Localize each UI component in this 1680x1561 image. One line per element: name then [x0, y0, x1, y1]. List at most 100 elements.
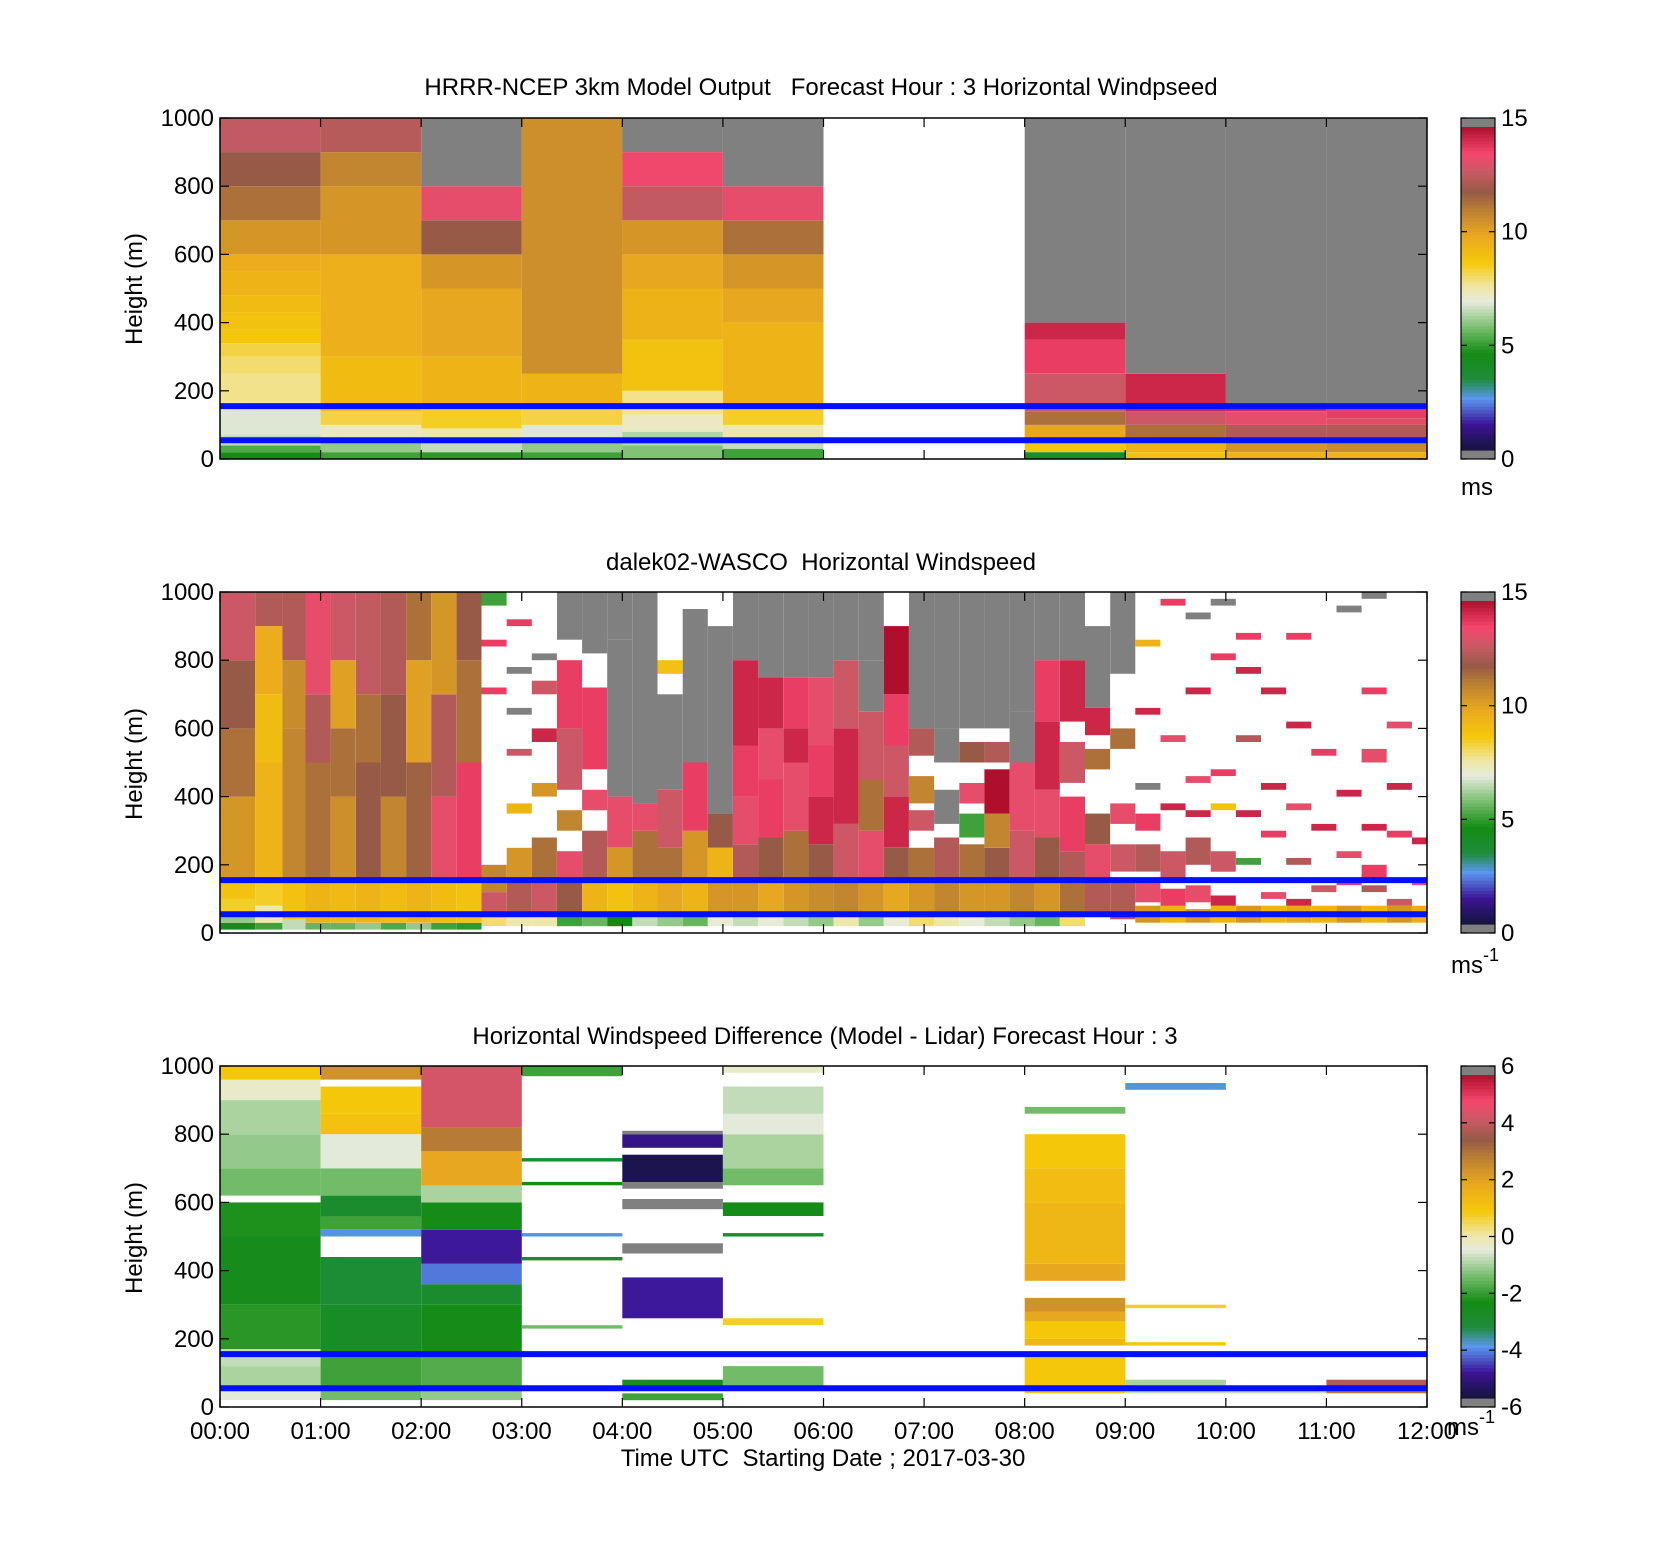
heatmap-cell — [531, 783, 557, 797]
heatmap-cell — [1024, 1106, 1126, 1114]
heatmap-cell — [607, 878, 633, 913]
y-tick-label: 0 — [201, 446, 214, 473]
heatmap-cell — [1311, 823, 1337, 831]
heatmap-cell — [622, 339, 723, 391]
heatmap-cell — [1311, 748, 1337, 756]
colorbar-segment — [1461, 342, 1495, 347]
heatmap-cell — [934, 592, 960, 729]
x-tick-label: 02:00 — [391, 1418, 451, 1445]
heatmap-cell — [1185, 776, 1211, 783]
colorbar-tick-label: 2 — [1501, 1167, 1514, 1194]
heatmap-cell — [320, 1086, 422, 1114]
heatmap-cell — [632, 878, 658, 913]
heatmap-cell — [1411, 837, 1427, 845]
heatmap-cell — [1361, 592, 1387, 599]
heatmap-cell — [521, 1257, 623, 1261]
colorbar-segment — [1461, 275, 1495, 279]
heatmap-cell — [959, 844, 985, 879]
panel-lidar-reference-lines — [220, 877, 1427, 918]
heatmap-cell — [1059, 742, 1085, 783]
colorbar-segment — [1461, 349, 1495, 354]
heatmap-cell — [1135, 813, 1161, 831]
heatmap-cell — [722, 424, 824, 439]
heatmap-cell — [521, 1325, 623, 1329]
colorbar-segment — [1461, 291, 1495, 296]
colorbar-tick-label: 5 — [1501, 806, 1514, 833]
colorbar-segment — [1461, 251, 1495, 256]
x-tick-label: 07:00 — [894, 1418, 954, 1445]
heatmap-cell — [722, 1066, 824, 1073]
colorbar-segment — [1461, 338, 1495, 343]
y-tick-label: 200 — [174, 852, 214, 879]
colorbar-segment — [1461, 701, 1495, 706]
heatmap-cell — [421, 1355, 522, 1387]
colorbar-segment — [1461, 1098, 1495, 1103]
heatmap-cell — [1135, 707, 1161, 715]
colorbar-segment — [1461, 177, 1495, 182]
colorbar-segment — [1461, 873, 1495, 878]
heatmap-cell — [607, 796, 633, 848]
colorbar-segment — [1461, 433, 1495, 438]
colorbar-segment — [1461, 1192, 1495, 1197]
heatmap-cell — [682, 916, 708, 927]
heatmap-cell — [220, 452, 321, 459]
heatmap-cell — [1185, 687, 1211, 695]
y-tick-label: 1000 — [161, 1053, 214, 1080]
colorbar-segment — [1461, 365, 1495, 370]
colorbar-segment — [1461, 893, 1495, 898]
heatmap-cell — [622, 1181, 723, 1189]
colorbar-segment — [1461, 886, 1495, 891]
heatmap-cell — [1210, 769, 1236, 777]
colorbar-segment — [1461, 1196, 1495, 1201]
colorbar-segment — [1461, 446, 1495, 451]
heatmap-cell — [320, 411, 422, 425]
colorbar-segment — [1461, 258, 1495, 263]
heatmap-cell — [934, 789, 960, 824]
heatmap-cell — [934, 878, 960, 913]
panel-model-colorbar: 0 5 10 15 ms — [1460, 105, 1528, 501]
colorbar-segment — [1461, 133, 1495, 138]
heatmap-cell — [1085, 813, 1111, 845]
colorbar-segment — [1461, 409, 1495, 414]
heatmap-cell — [632, 830, 658, 879]
colorbar-unit-exponent: -1 — [1483, 945, 1499, 965]
colorbar-segment — [1461, 1122, 1495, 1127]
panel-model-yticks: 0 200 400 600 800 1000 — [161, 105, 1427, 473]
heatmap-cell — [1261, 830, 1287, 838]
colorbar-segment — [1461, 917, 1495, 922]
heatmap-cell — [456, 922, 482, 930]
heatmap-cell — [1024, 1168, 1126, 1203]
colorbar-segment — [1461, 1334, 1495, 1339]
colorbar-segment — [1461, 335, 1495, 340]
colorbar-segment — [1461, 772, 1495, 777]
panel-lidar-yticks: 0 200 400 600 800 1000 — [161, 579, 1427, 947]
colorbar-segment — [1461, 819, 1495, 824]
heatmap-cell — [622, 445, 723, 459]
colorbar-segment — [1461, 214, 1495, 219]
heatmap-cell — [1009, 592, 1035, 712]
heatmap-cell — [220, 312, 321, 330]
colorbar-segment — [1461, 627, 1495, 632]
heatmap-cell — [1110, 728, 1136, 749]
heatmap-cell — [320, 452, 422, 459]
colorbar-segment — [1461, 715, 1495, 720]
colorbar-segment — [1461, 1209, 1495, 1214]
colorbar-segment — [1461, 164, 1495, 168]
heatmap-cell — [220, 220, 321, 255]
heatmap-cell — [406, 922, 432, 930]
colorbar-segment — [1461, 194, 1495, 199]
heatmap-cell — [1185, 612, 1211, 620]
heatmap-cell — [582, 592, 608, 654]
colorbar-segment — [1461, 137, 1495, 142]
panel-lidar-title: dalek02-WASCO Horizontal Windspeed — [606, 549, 1036, 576]
y-tick-label: 800 — [174, 1121, 214, 1148]
colorbar-segment — [1461, 308, 1495, 313]
heatmap-cell — [1125, 452, 1226, 459]
heatmap-cell — [909, 916, 935, 927]
colorbar-segment — [1461, 1155, 1495, 1160]
heatmap-cell — [557, 851, 583, 879]
colorbar-segment — [1461, 201, 1495, 205]
colorbar-frame — [1460, 591, 1496, 934]
colorbar-segment — [1461, 1132, 1495, 1137]
heatmap-cell — [1326, 452, 1427, 459]
